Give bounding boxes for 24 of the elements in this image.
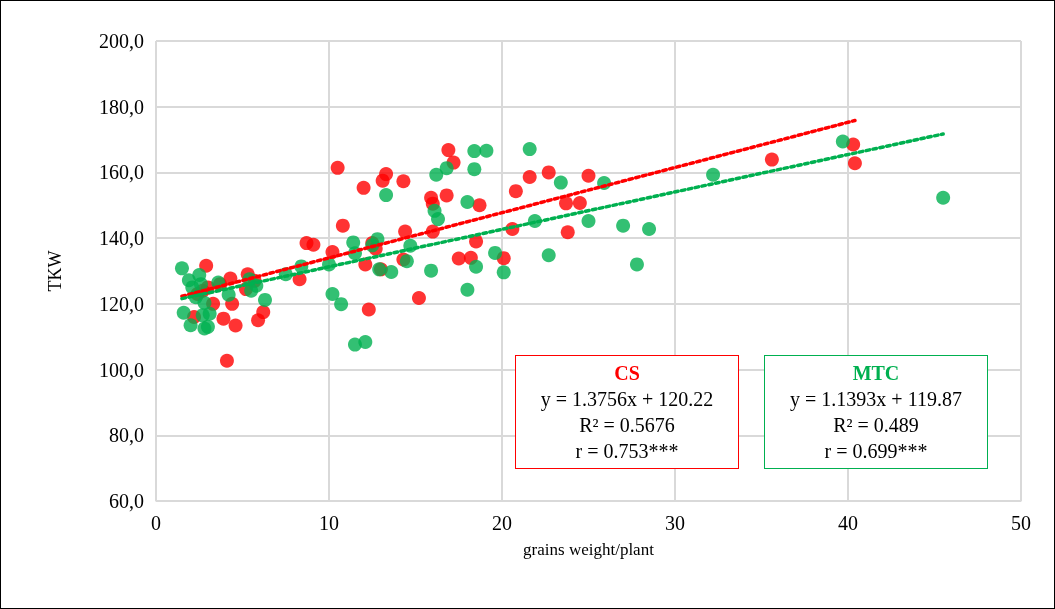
x-tick-label: 10 xyxy=(319,512,339,534)
text-box: CS y = 1.3756x + 120.22 R² = 0.5676 r = 0.753*** xyxy=(515,355,739,469)
x-axis-title: grains weight/plant xyxy=(523,540,655,559)
y-tick-label: 80,0 xyxy=(109,424,144,447)
x-tick-label: 40 xyxy=(838,512,858,534)
annotation: R² = 0.5676 xyxy=(578,413,676,438)
text-box: MTC y = 1.1393x + 119.87 R² = 0.489 r = 0.699*** xyxy=(764,355,988,469)
y-tick-label: 140,0 xyxy=(99,227,144,250)
annotation: y = 1.1393x + 119.87 xyxy=(789,387,963,412)
y-tick-label: 160,0 xyxy=(99,161,144,184)
y-tick-label: 120,0 xyxy=(99,292,144,315)
y-tick-label: 60,0 xyxy=(109,490,144,512)
annotation: r = 0.699*** xyxy=(823,439,929,464)
annotation: r = 0.753*** xyxy=(574,439,680,464)
x-tick-label: 20 xyxy=(492,512,512,534)
y-tick-label: 200,0 xyxy=(99,30,144,52)
y-axis-title: TKW xyxy=(45,250,65,292)
y-tick-label: 180,0 xyxy=(99,95,144,118)
x-tick-label: 30 xyxy=(665,512,685,534)
annotation: R² = 0.489 xyxy=(832,413,920,438)
y-tick-label: 100,0 xyxy=(99,358,144,381)
x-tick-label: 0 xyxy=(151,512,161,534)
annotation: y = 1.3756x + 120.22 xyxy=(539,387,715,412)
x-tick-label: 50 xyxy=(1011,512,1031,534)
